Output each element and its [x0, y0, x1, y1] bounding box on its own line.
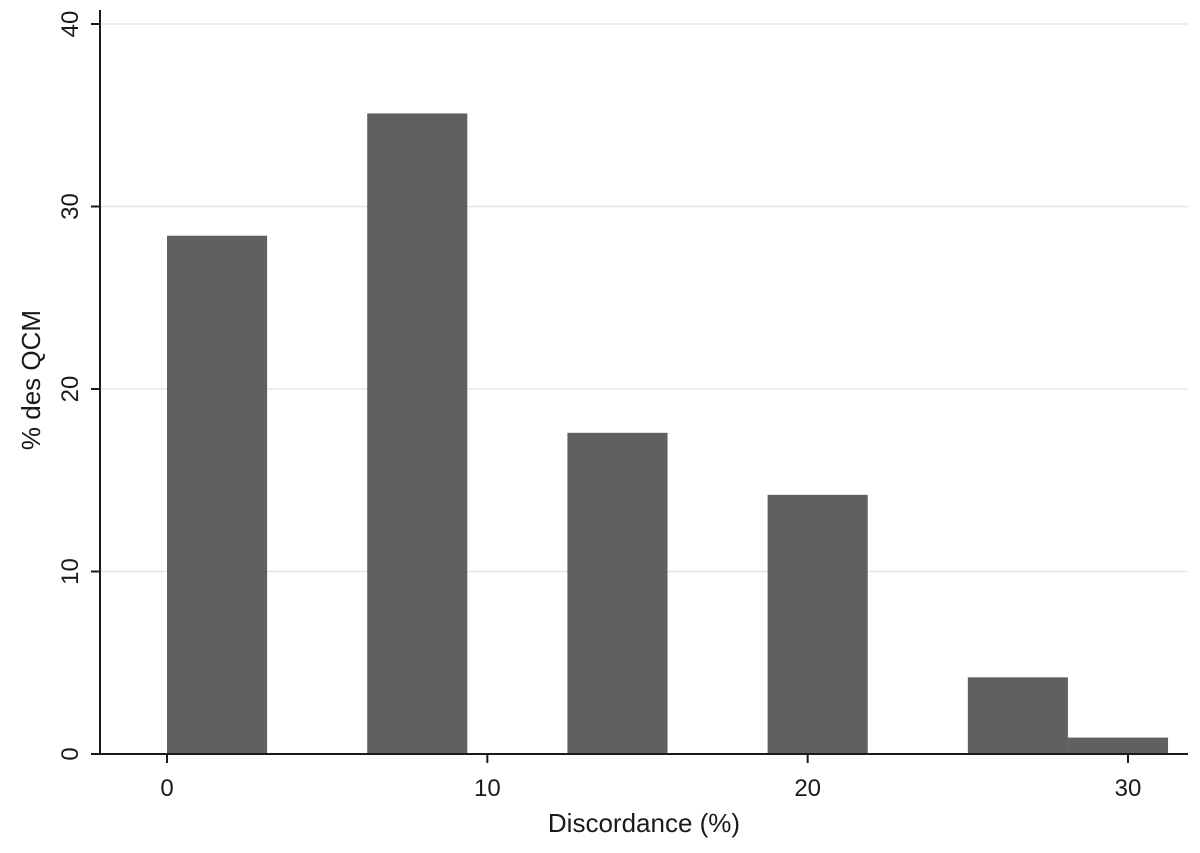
bar-1	[367, 113, 468, 755]
y-tick-label-40: 40	[57, 11, 84, 38]
bar-3	[767, 494, 868, 754]
bar-2	[567, 432, 668, 754]
x-tick-label-0: 0	[160, 775, 173, 802]
y-tick-label-30: 30	[57, 193, 84, 220]
x-tick-label-30: 30	[1115, 775, 1142, 802]
axes	[99, 10, 1188, 755]
x-ticks: 0 10 20 30	[160, 754, 1141, 802]
bar-0	[167, 235, 268, 754]
y-tick-label-10: 10	[57, 558, 84, 585]
x-tick-label-20: 20	[794, 775, 821, 802]
x-axis-title: Discordance (%)	[548, 808, 740, 838]
bar-4	[967, 677, 1068, 754]
bar-5	[1067, 737, 1169, 754]
y-ticks: 0 10 20 30 40	[57, 11, 100, 761]
y-tick-label-0: 0	[57, 747, 84, 760]
y-tick-label-20: 20	[57, 376, 84, 403]
x-tick-label-10: 10	[474, 775, 501, 802]
y-axis-title: % des QCM	[16, 310, 46, 450]
bars	[167, 113, 1169, 755]
